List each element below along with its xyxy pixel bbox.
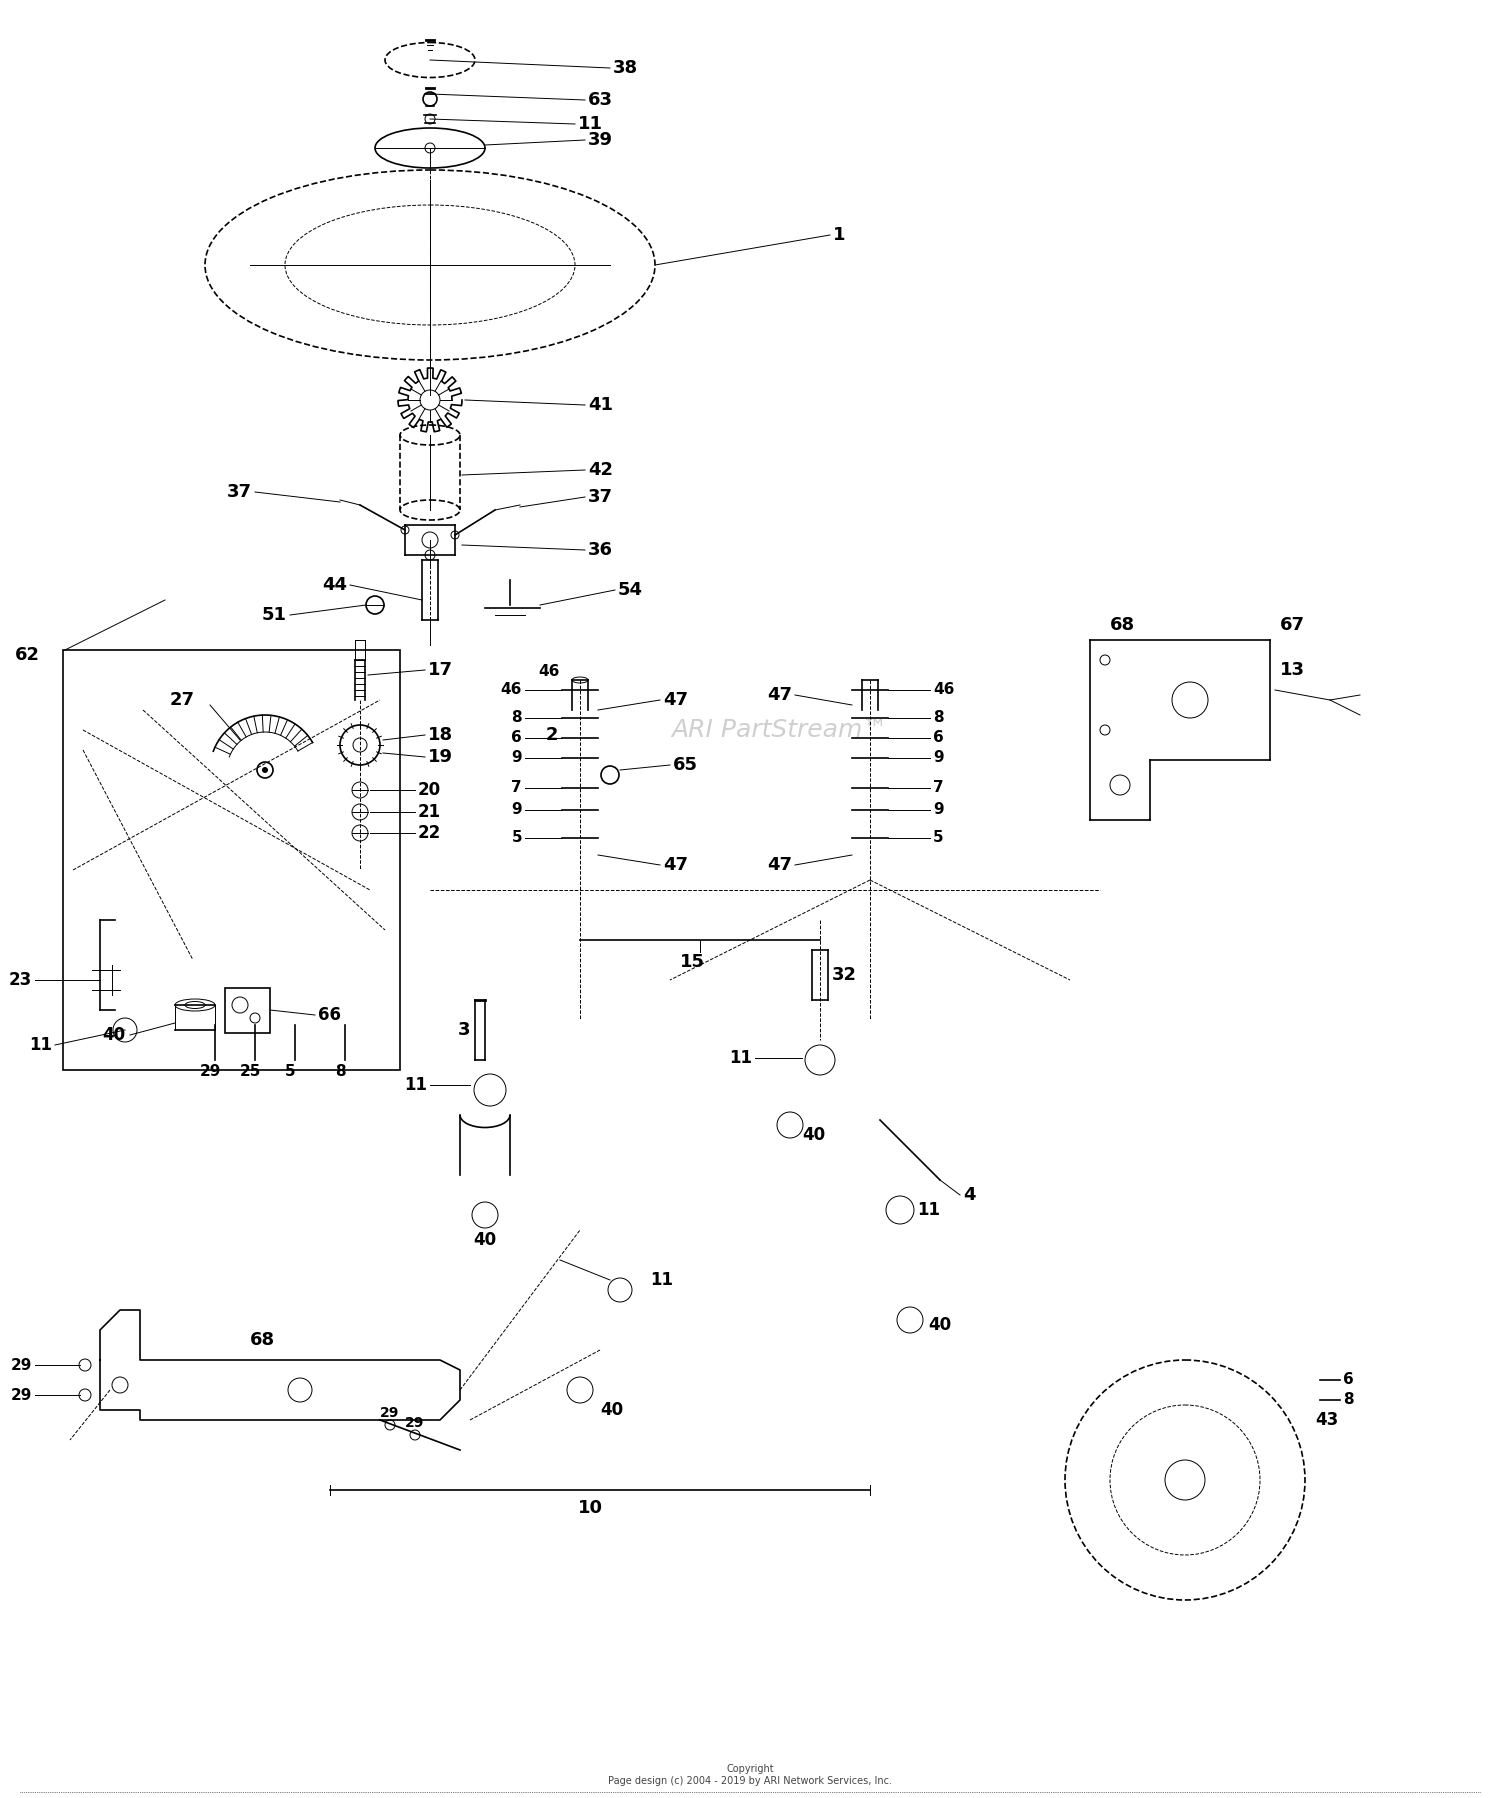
Text: 6: 6: [1342, 1372, 1353, 1388]
Circle shape: [262, 768, 268, 773]
Text: 43: 43: [1316, 1411, 1338, 1429]
Text: 47: 47: [766, 856, 792, 874]
Text: 29: 29: [405, 1417, 424, 1429]
Text: ARI PartStream™: ARI PartStream™: [672, 717, 888, 743]
Text: 7: 7: [933, 780, 944, 795]
Text: 29: 29: [381, 1406, 399, 1420]
Text: 5: 5: [512, 831, 522, 845]
Text: 13: 13: [1280, 662, 1305, 680]
Bar: [225, 987, 270, 1034]
Text: 68: 68: [251, 1331, 274, 1348]
Text: 18: 18: [427, 726, 453, 744]
Text: 2: 2: [546, 726, 558, 744]
Text: 66: 66: [318, 1007, 340, 1025]
Text: 8: 8: [512, 710, 522, 726]
Text: 41: 41: [588, 396, 613, 414]
Text: 5: 5: [933, 831, 944, 845]
Text: 7: 7: [512, 780, 522, 795]
Text: 39: 39: [588, 131, 613, 149]
Text: 63: 63: [588, 92, 613, 110]
Text: 11: 11: [578, 115, 603, 133]
Text: 8: 8: [334, 1064, 345, 1079]
Text: 8: 8: [933, 710, 944, 726]
Text: 47: 47: [663, 856, 688, 874]
Text: 25: 25: [240, 1064, 261, 1079]
Text: 9: 9: [933, 802, 944, 818]
Text: 37: 37: [588, 487, 613, 505]
Text: 23: 23: [9, 971, 32, 989]
Text: 20: 20: [419, 780, 441, 798]
Text: 11: 11: [650, 1271, 674, 1289]
Text: 29: 29: [200, 1064, 220, 1079]
Text: 19: 19: [427, 748, 453, 766]
Text: 9: 9: [933, 750, 944, 766]
Text: 11: 11: [28, 1036, 53, 1054]
Text: 4: 4: [963, 1187, 975, 1205]
Text: 17: 17: [427, 662, 453, 680]
Text: 6: 6: [933, 730, 944, 746]
Text: 42: 42: [588, 460, 613, 478]
Text: 9: 9: [512, 750, 522, 766]
Text: 44: 44: [322, 575, 346, 593]
Text: 15: 15: [680, 953, 705, 971]
Text: 54: 54: [618, 581, 644, 599]
Text: 8: 8: [1342, 1392, 1353, 1408]
Text: 21: 21: [419, 804, 441, 822]
Bar: [63, 651, 400, 1070]
Text: 51: 51: [262, 606, 286, 624]
Text: 3: 3: [458, 1021, 470, 1039]
Text: 40: 40: [474, 1232, 496, 1250]
Text: 62: 62: [15, 645, 40, 663]
Text: 38: 38: [614, 59, 638, 77]
Text: 22: 22: [419, 823, 441, 841]
Text: 11: 11: [404, 1075, 427, 1093]
Text: 5: 5: [285, 1064, 296, 1079]
Text: 11: 11: [916, 1201, 940, 1219]
Text: 27: 27: [170, 690, 195, 708]
Text: 36: 36: [588, 541, 613, 559]
Text: 40: 40: [600, 1401, 622, 1419]
Text: 46: 46: [538, 665, 560, 680]
Text: 67: 67: [1280, 617, 1305, 635]
Text: 32: 32: [833, 966, 856, 984]
Text: 47: 47: [663, 690, 688, 708]
Text: 68: 68: [1110, 617, 1136, 635]
Text: 40: 40: [802, 1126, 825, 1144]
Text: 11: 11: [729, 1048, 752, 1066]
Text: 37: 37: [226, 484, 252, 502]
Text: 29: 29: [10, 1388, 32, 1402]
Text: 1: 1: [833, 227, 846, 245]
Text: 40: 40: [102, 1027, 125, 1045]
Text: 10: 10: [578, 1500, 603, 1518]
Text: 29: 29: [10, 1357, 32, 1372]
Text: 9: 9: [512, 802, 522, 818]
Text: 46: 46: [933, 683, 954, 698]
Text: Copyright
Page design (c) 2004 - 2019 by ARI Network Services, Inc.: Copyright Page design (c) 2004 - 2019 by…: [608, 1764, 892, 1785]
Text: 40: 40: [928, 1316, 951, 1334]
Text: 6: 6: [512, 730, 522, 746]
Text: 47: 47: [766, 687, 792, 705]
Text: 46: 46: [501, 683, 522, 698]
Text: 65: 65: [674, 755, 698, 773]
